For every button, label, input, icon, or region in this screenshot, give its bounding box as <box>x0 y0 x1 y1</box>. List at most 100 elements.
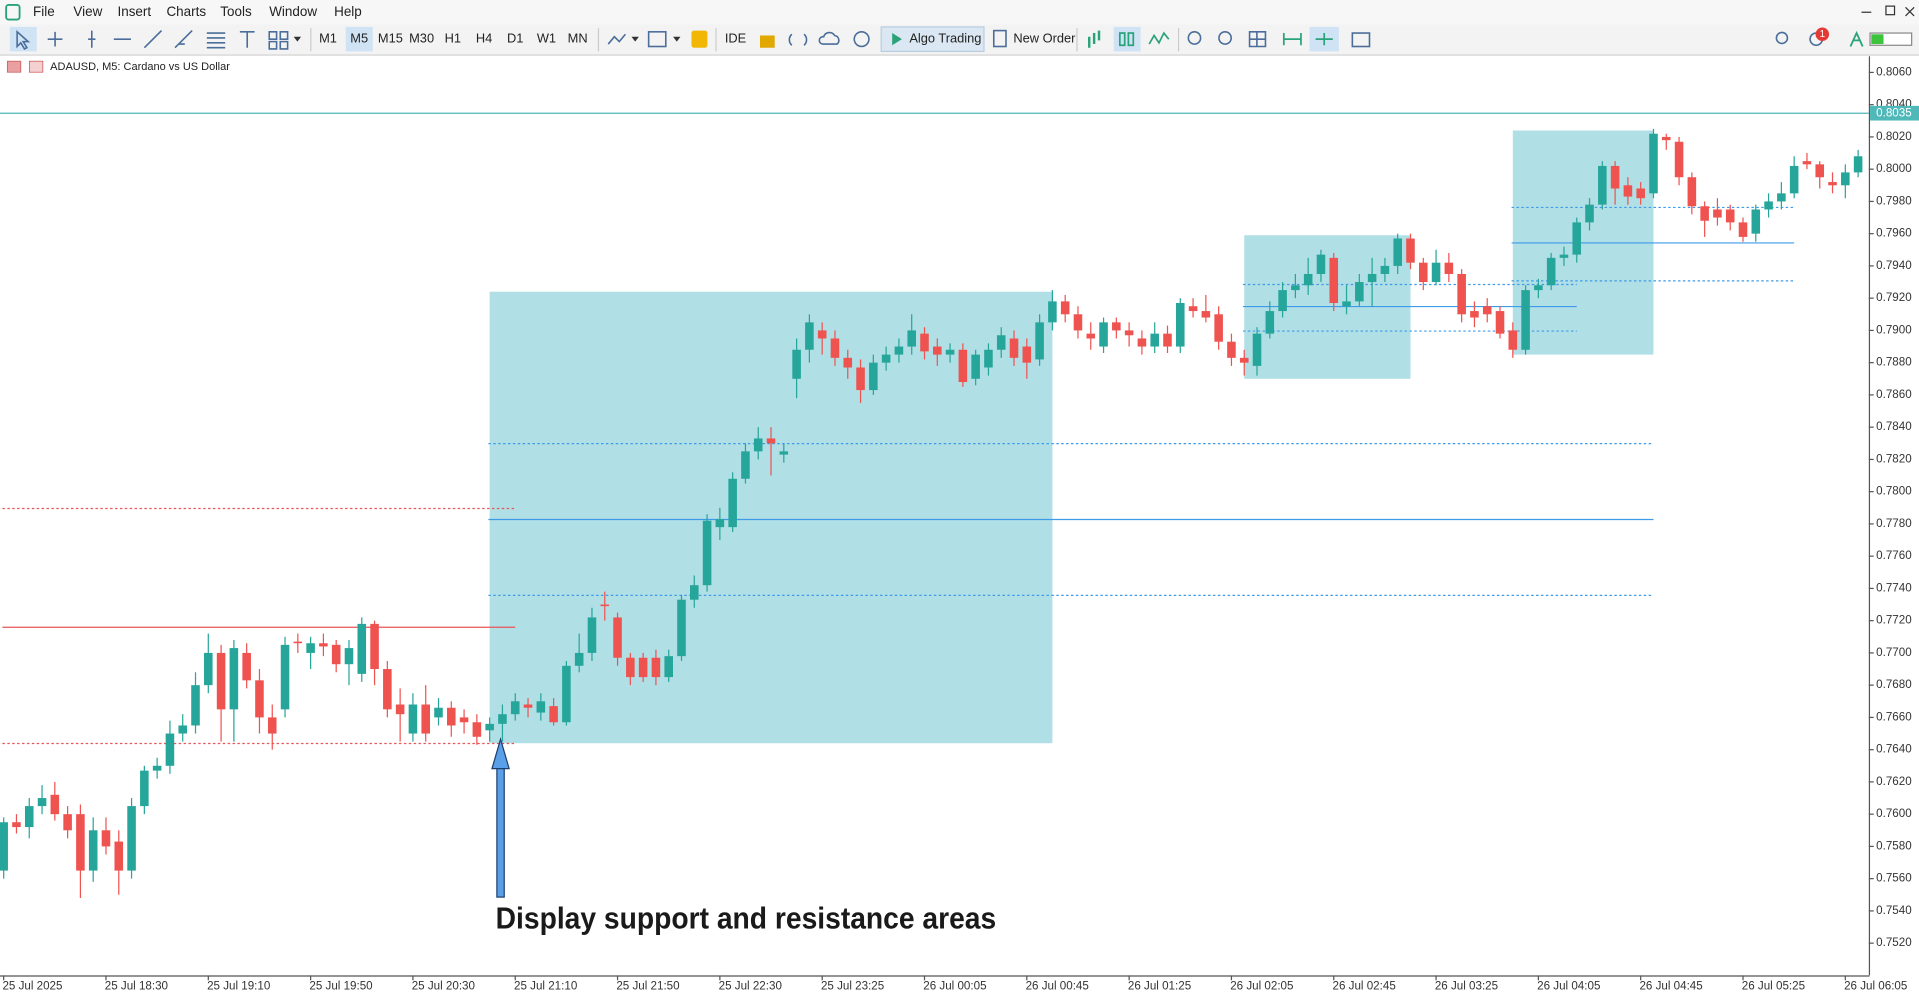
candle-body <box>1470 311 1479 318</box>
y-tick-label: 0.7760 <box>1876 549 1912 562</box>
badge <box>1815 27 1830 41</box>
candle-body <box>881 354 891 363</box>
bar-chart-button[interactable] <box>1088 30 1101 48</box>
vps-button[interactable] <box>853 31 870 48</box>
y-tick-label: 0.7960 <box>1876 227 1912 240</box>
fibo-tool[interactable] <box>206 32 226 49</box>
x-tick-label: 26 Jul 00:45 <box>1026 979 1089 992</box>
new-order-label[interactable]: New Order <box>1013 31 1076 46</box>
candle-body <box>1163 333 1172 347</box>
menu-item[interactable]: Charts <box>166 4 206 19</box>
search-button[interactable] <box>1775 31 1789 45</box>
timeframe-button[interactable]: MN <box>568 31 588 46</box>
candle-body <box>1060 301 1070 315</box>
arrow-head <box>491 737 510 770</box>
text-tool[interactable] <box>239 31 255 48</box>
candle-body <box>485 723 494 731</box>
algo-trading-label[interactable]: Algo Trading <box>909 31 981 46</box>
menu-item[interactable]: File <box>33 4 55 19</box>
market-button[interactable] <box>691 30 708 48</box>
candle-icon <box>1127 32 1135 47</box>
candle-body <box>1841 172 1850 186</box>
candle-body <box>933 346 942 355</box>
candle-body <box>1534 285 1543 291</box>
timeframe-button[interactable]: D1 <box>507 31 523 46</box>
timeframe-button[interactable]: M5 <box>350 31 368 46</box>
dropdown[interactable] <box>673 36 681 42</box>
zoom-out-button[interactable] <box>1218 31 1232 45</box>
candle-body <box>1815 164 1825 178</box>
line-chart-button[interactable] <box>1148 31 1170 45</box>
signals-button[interactable] <box>788 33 808 46</box>
vline-tool[interactable] <box>88 30 96 48</box>
close[interactable] <box>1905 6 1915 17</box>
crosshair-tool[interactable] <box>47 31 63 47</box>
menu-item[interactable]: Tools <box>220 4 252 19</box>
candle-body <box>319 643 328 647</box>
lock-button[interactable] <box>760 35 775 48</box>
chart-header-icons <box>6 60 44 73</box>
autoscroll-button[interactable] <box>1282 33 1302 46</box>
templates-button[interactable] <box>647 31 667 48</box>
timeframe-button[interactable]: H1 <box>445 31 461 46</box>
y-tick-label: 0.7660 <box>1876 710 1912 723</box>
menu-item[interactable]: Insert <box>117 4 151 19</box>
candle-body <box>1367 273 1377 283</box>
menu-item[interactable]: Help <box>334 4 362 19</box>
candle-body <box>523 704 533 708</box>
indicators-button[interactable] <box>607 33 626 45</box>
menu-item[interactable]: View <box>73 4 102 19</box>
candle-body <box>856 367 865 391</box>
annotation-text: Display support and resistance areas <box>496 901 997 935</box>
timeframe-button[interactable]: H4 <box>476 31 492 46</box>
candle-body <box>638 657 648 678</box>
toolbar-text: IDE Algo Trading New Order 1 M1 M5 M15 M30 H… <box>319 26 1825 52</box>
candle-body <box>984 349 993 368</box>
candle-body <box>1636 188 1645 199</box>
restore[interactable] <box>1885 5 1896 16</box>
y-tick-label: 0.8000 <box>1876 162 1912 175</box>
y-tick-label: 0.7600 <box>1876 807 1912 820</box>
candle-body <box>907 330 916 347</box>
candle-body <box>1278 290 1287 312</box>
timeframe-button[interactable]: W1 <box>537 31 556 46</box>
dropdown[interactable] <box>631 36 639 42</box>
y-tick-label: 0.7740 <box>1876 581 1912 594</box>
dropdown[interactable] <box>293 36 302 42</box>
y-tick-label: 0.8020 <box>1876 130 1912 143</box>
candle-body <box>1252 333 1262 366</box>
ide-button[interactable]: IDE <box>725 31 747 46</box>
candle-body <box>1495 311 1505 334</box>
x-tick-label: 25 Jul 21:10 <box>514 979 577 992</box>
candle-body <box>191 685 200 726</box>
menu: File View Insert Charts Tools Window Help <box>33 4 362 19</box>
candle-body <box>178 725 188 734</box>
screenshot-button[interactable] <box>1351 32 1371 48</box>
candle-body <box>0 822 8 871</box>
candle-chart-button[interactable] <box>1113 26 1141 52</box>
candle-body <box>1329 257 1339 304</box>
tile-button[interactable] <box>1248 31 1267 48</box>
channel-tool[interactable] <box>174 30 193 49</box>
x-tick-label: 26 Jul 04:45 <box>1639 979 1702 992</box>
candle-body <box>1598 165 1607 205</box>
toolbar-icons <box>9 26 1913 53</box>
y-tick-label: 0.7840 <box>1876 420 1912 433</box>
x-tick-label: 26 Jul 02:45 <box>1333 979 1396 992</box>
zoom-in-button[interactable] <box>1187 31 1202 45</box>
cloud-button[interactable] <box>818 31 840 45</box>
menu-bar <box>0 0 1919 25</box>
candle-body <box>1853 156 1863 173</box>
shapes-tool[interactable] <box>268 31 289 50</box>
candle-body <box>229 648 239 710</box>
timeframe-button[interactable]: M30 <box>409 31 434 46</box>
timeframe-button[interactable]: M1 <box>319 31 337 46</box>
menu-item[interactable]: Window <box>269 4 317 19</box>
candle-body <box>1150 333 1159 347</box>
timeframe-button[interactable]: M15 <box>378 31 403 46</box>
annotation: Display support and resistance areas <box>491 737 997 935</box>
trendline-tool[interactable] <box>143 30 163 49</box>
candle-body <box>779 451 789 455</box>
x-tick-label: 26 Jul 05:25 <box>1742 979 1805 992</box>
candle-body <box>1035 322 1044 360</box>
